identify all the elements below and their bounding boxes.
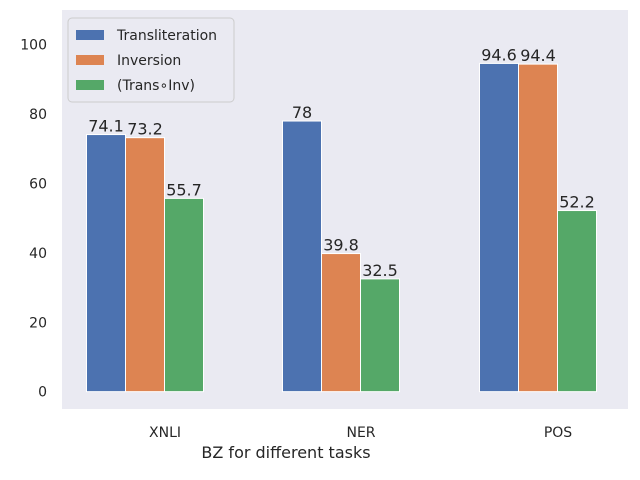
data-label: 55.7 (166, 180, 202, 199)
bar (518, 63, 558, 393)
bar (86, 134, 126, 393)
bar (479, 62, 519, 393)
y-tick-label: 0 (38, 385, 47, 401)
data-label: 94.4 (520, 46, 556, 65)
data-label: 52.2 (559, 193, 595, 212)
y-tick-label: 60 (29, 176, 47, 192)
data-label: 39.8 (323, 236, 359, 255)
bars (86, 62, 597, 393)
legend-swatch (76, 55, 104, 65)
y-tick-label: 20 (29, 315, 47, 331)
bar (125, 137, 165, 393)
data-label: 78 (292, 103, 312, 122)
data-label: 94.6 (481, 45, 517, 64)
x-axis-ticks: XNLI NER POS (149, 425, 572, 441)
legend: Transliteration Inversion (Trans∘Inv) (67, 17, 235, 103)
y-axis-ticks: 0 20 40 60 80 100 (20, 38, 47, 401)
bar (321, 253, 361, 393)
legend-swatch (76, 80, 104, 90)
data-label: 32.5 (362, 261, 398, 280)
data-labels: 74.1 78 94.6 73.2 39.8 94.4 55.7 32.5 52.2 (88, 45, 595, 279)
legend-label: Inversion (117, 53, 181, 69)
bar (164, 197, 204, 393)
x-tick-label: POS (544, 425, 572, 441)
legend-label: (Trans∘Inv) (117, 78, 195, 94)
y-tick-label: 100 (20, 38, 47, 54)
x-tick-label: XNLI (149, 425, 181, 441)
legend-label: Transliteration (116, 28, 217, 44)
legend-box (67, 17, 235, 103)
y-tick-label: 80 (29, 107, 47, 123)
legend-swatch (76, 30, 104, 40)
x-tick-label: NER (346, 425, 375, 441)
bar (282, 120, 322, 393)
x-axis-label: BZ for different tasks (201, 443, 370, 462)
bar (557, 210, 597, 393)
data-label: 74.1 (88, 117, 124, 136)
y-tick-label: 40 (29, 246, 47, 262)
data-label: 73.2 (127, 120, 163, 139)
bar (360, 278, 400, 393)
